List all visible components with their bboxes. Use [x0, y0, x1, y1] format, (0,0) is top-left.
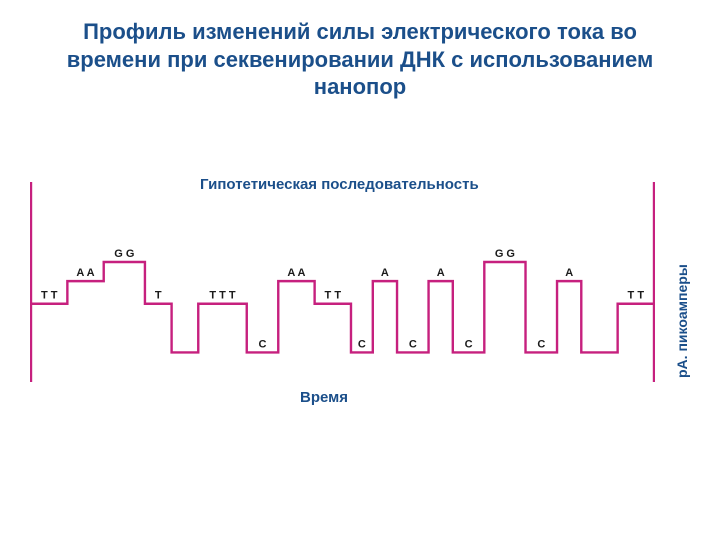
seq-label: C: [409, 338, 417, 350]
seq-label: T T: [41, 290, 58, 302]
seq-label: T T: [325, 290, 342, 302]
seq-label: A: [437, 267, 445, 279]
seq-label: C: [259, 338, 267, 350]
x-axis-label: Время: [300, 390, 360, 407]
seq-label: A A: [287, 267, 305, 279]
current-trace: [31, 262, 654, 352]
y-axis-label: pA. пикоамперы: [674, 264, 690, 378]
seq-label: G G: [495, 248, 515, 260]
seq-label: C: [358, 338, 366, 350]
seq-label: C: [537, 338, 545, 350]
seq-label: G G: [114, 248, 134, 260]
y-axis-text: pA. пикоамперы: [674, 264, 690, 378]
seq-label: T T: [628, 290, 645, 302]
seq-label: T: [155, 290, 162, 302]
seq-label: T T T: [209, 290, 236, 302]
seq-label: A: [565, 267, 573, 279]
seq-label: C: [465, 338, 473, 350]
seq-label: A A: [76, 267, 94, 279]
sequence-labels: T T A A G G T T T T C A A T T C A C A C G G C A T T: [41, 248, 644, 350]
seq-label: A: [381, 267, 389, 279]
x-axis-text: Время: [300, 389, 348, 406]
figure-root: { "title": { "text": "Профиль изменений …: [0, 0, 720, 540]
current-trace-chart: T T A A G G T T T T C A A T T C A C A C G G C A T T: [30, 182, 655, 382]
figure-title: Профиль изменений силы электрического то…: [40, 18, 680, 101]
